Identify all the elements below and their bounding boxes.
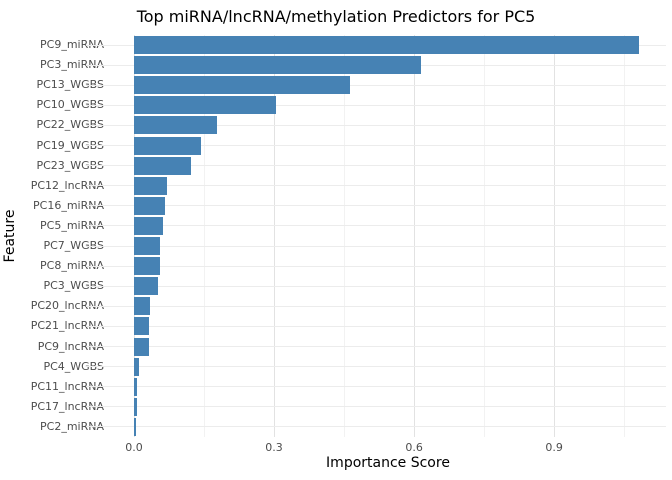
bar-PC22_WGBS — [134, 116, 218, 135]
row-gridline — [86, 185, 666, 187]
bar-PC2_miRNA — [134, 417, 136, 436]
minor-gridline — [344, 35, 346, 437]
y-tick-label: PC9_lncRNA — [37, 339, 104, 353]
y-tick-label: PC2_miRNA — [40, 419, 104, 433]
row-gridline — [86, 145, 666, 147]
bar-PC19_WGBS — [134, 136, 202, 155]
row-gridline — [86, 265, 666, 267]
bar-PC20_lncRNA — [134, 297, 150, 316]
bar-PC17_lncRNA — [134, 397, 137, 416]
row-gridline — [86, 84, 666, 86]
row-gridline — [86, 406, 666, 408]
bar-PC4_WGBS — [134, 357, 140, 376]
bar-PC12_lncRNA — [134, 176, 168, 195]
minor-gridline — [484, 35, 486, 437]
y-tick-label: PC23_WGBS — [36, 158, 104, 172]
y-tick-label: PC8_miRNA — [40, 259, 104, 273]
major-gridline — [414, 35, 416, 437]
minor-gridline — [204, 35, 206, 437]
bar-PC3_miRNA — [134, 56, 422, 75]
y-tick-label: PC5_miRNA — [40, 218, 104, 232]
y-tick-label: PC9_miRNA — [40, 38, 104, 52]
y-tick-label: PC17_lncRNA — [30, 399, 104, 413]
row-gridline — [86, 325, 666, 327]
x-axis-tick-labels: 0.0 0.3 0.6 0.9 — [110, 441, 666, 455]
y-tick-label: PC3_miRNA — [40, 58, 104, 72]
y-tick-label: PC13_WGBS — [36, 78, 104, 92]
y-tick-label: PC19_WGBS — [36, 138, 104, 152]
y-tick-label: PC10_WGBS — [36, 98, 104, 112]
x-tick-label: 0.9 — [545, 441, 563, 454]
bar-PC7_WGBS — [134, 237, 161, 256]
bar-PC21_lncRNA — [134, 317, 149, 336]
major-gridline — [134, 35, 135, 437]
bar-PC10_WGBS — [134, 96, 276, 115]
bar-PC9_miRNA — [134, 36, 640, 55]
y-tick-label: PC20_lncRNA — [30, 299, 104, 313]
y-tick-label: PC22_WGBS — [36, 118, 104, 132]
row-gridline — [86, 305, 666, 307]
bar-PC3_WGBS — [134, 277, 158, 296]
bar-PC5_miRNA — [134, 216, 163, 235]
bar-PC16_miRNA — [134, 196, 165, 215]
chart-title: Top miRNA/lncRNA/methylation Predictors … — [136, 7, 536, 26]
row-gridline — [86, 285, 666, 287]
bar-PC8_miRNA — [134, 257, 161, 276]
x-tick-label: 0.6 — [405, 441, 423, 454]
y-tick-label: PC4_WGBS — [43, 359, 104, 373]
y-tick-label: PC21_lncRNA — [30, 319, 104, 333]
y-tick-label: PC16_miRNA — [33, 198, 104, 212]
row-gridline — [86, 124, 666, 126]
row-gridline — [86, 366, 666, 368]
y-axis-tick-labels: PC9_miRNA PC3_miRNA PC13_WGBS PC10_WGBS PC22… — [0, 35, 104, 437]
row-gridline — [86, 245, 666, 247]
bar-PC13_WGBS — [134, 76, 351, 95]
bar-PC11_lncRNA — [134, 377, 137, 396]
x-tick-label: 0.3 — [265, 441, 283, 454]
x-tick-label: 0.0 — [125, 441, 143, 454]
major-gridline — [274, 35, 276, 437]
y-tick-label: PC3_WGBS — [43, 279, 104, 293]
row-gridline — [86, 225, 666, 227]
row-gridline — [86, 104, 666, 106]
row-gridline — [86, 426, 666, 428]
bar-PC23_WGBS — [134, 156, 191, 175]
bar-PC9_lncRNA — [134, 337, 149, 356]
row-gridline — [86, 346, 666, 348]
row-gridline — [86, 165, 666, 167]
y-tick-label: PC11_lncRNA — [30, 379, 104, 393]
minor-gridline — [624, 35, 626, 437]
plot-panel — [86, 35, 666, 437]
major-gridline — [554, 35, 556, 437]
row-gridline — [86, 205, 666, 207]
x-axis-title: Importance Score — [326, 455, 450, 471]
y-tick-label: PC12_lncRNA — [30, 178, 104, 192]
row-gridline — [86, 386, 666, 388]
y-tick-label: PC7_WGBS — [43, 239, 104, 253]
